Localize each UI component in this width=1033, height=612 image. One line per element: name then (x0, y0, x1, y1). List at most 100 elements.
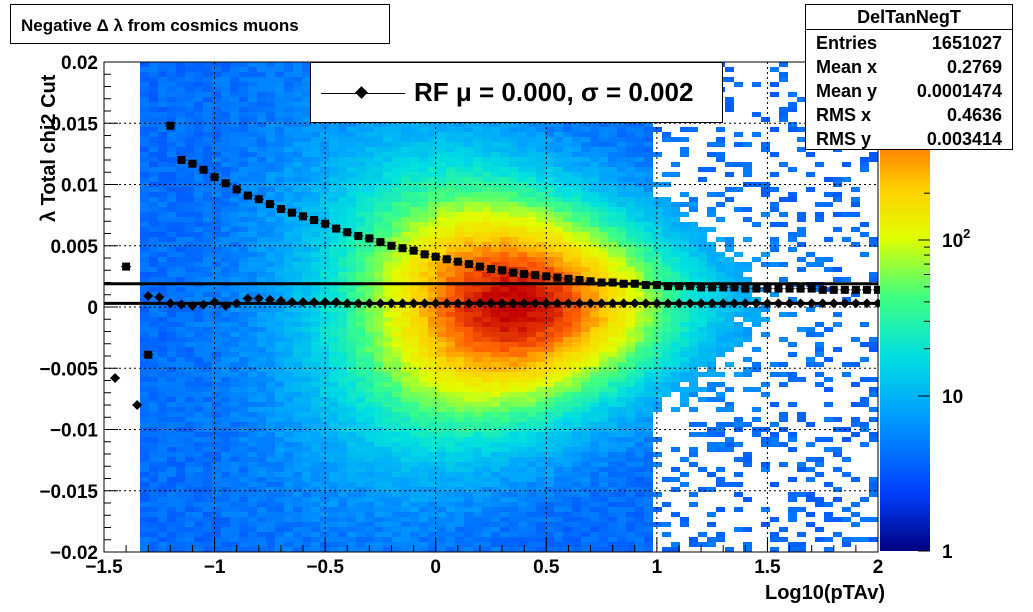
heatmap-cell (428, 422, 437, 427)
heatmap-cell (572, 262, 581, 267)
heatmap-cell (239, 422, 248, 427)
heatmap-cell (536, 487, 545, 492)
heatmap-cell (248, 167, 257, 172)
heatmap-cell (401, 397, 410, 402)
heatmap-cell (167, 492, 176, 497)
heatmap-cell (563, 312, 572, 317)
heatmap-cell (275, 322, 284, 327)
heatmap-cell (329, 332, 338, 337)
heatmap-cell (329, 427, 338, 432)
heatmap-cell (356, 272, 365, 277)
heatmap-cell (518, 332, 527, 337)
heatmap-cell (473, 322, 482, 327)
heatmap-cell (275, 232, 284, 237)
heatmap-cell (293, 382, 302, 387)
heatmap-cell (176, 257, 185, 262)
heatmap-cell (347, 442, 356, 447)
heatmap-cell (239, 317, 248, 322)
heatmap-cell (464, 292, 473, 297)
heatmap-cell (464, 382, 473, 387)
heatmap-cell (392, 222, 401, 227)
heatmap-cell (401, 322, 410, 327)
heatmap-cell (212, 247, 221, 252)
heatmap-cell (455, 537, 464, 542)
heatmap-cell (527, 447, 536, 452)
heatmap-cell (275, 122, 284, 127)
heatmap-cell (464, 487, 473, 492)
heatmap-cell (158, 467, 167, 472)
heatmap-cell (149, 122, 158, 127)
heatmap-cell (266, 117, 275, 122)
heatmap-cell (257, 162, 266, 167)
heatmap-cell (401, 132, 410, 137)
heatmap-cell (293, 227, 302, 232)
heatmap-cell (518, 177, 527, 182)
heatmap-cell (284, 542, 293, 547)
heatmap-cell (167, 497, 176, 502)
heatmap-cell (293, 182, 302, 187)
heatmap-cell (149, 352, 158, 357)
heatmap-cell (221, 347, 230, 352)
heatmap-cell (554, 292, 563, 297)
heatmap-cell (482, 167, 491, 172)
heatmap-cell (491, 287, 500, 292)
heatmap-cell (428, 462, 437, 467)
heatmap-cell (302, 152, 311, 157)
heatmap-cell (239, 427, 248, 432)
heatmap-cell (212, 72, 221, 77)
heatmap-cell (491, 507, 500, 512)
heatmap-cell (239, 522, 248, 527)
heatmap-cell (149, 312, 158, 317)
heatmap-cell (347, 472, 356, 477)
heatmap-cell (383, 167, 392, 172)
heatmap-cell (329, 222, 338, 227)
heatmap-cell (437, 472, 446, 477)
heatmap-cell (149, 287, 158, 292)
heatmap-cell (302, 112, 311, 117)
heatmap-cell (356, 187, 365, 192)
heatmap-cell (437, 392, 446, 397)
heatmap-cell (248, 252, 257, 257)
heatmap-cell (149, 92, 158, 97)
heatmap-cell (374, 462, 383, 467)
heatmap-cell (527, 127, 536, 132)
heatmap-cell (221, 72, 230, 77)
heatmap-cell (275, 197, 284, 202)
heatmap-cell (581, 447, 590, 452)
heatmap-cell (446, 497, 455, 502)
heatmap-cell (554, 217, 563, 222)
heatmap-cell (563, 497, 572, 502)
heatmap-cell (464, 287, 473, 292)
heatmap-cell (473, 507, 482, 512)
heatmap-cell (455, 277, 464, 282)
heatmap-cell (248, 387, 257, 392)
heatmap-cell (491, 457, 500, 462)
heatmap-cell (392, 432, 401, 437)
heatmap-cell (419, 397, 428, 402)
heatmap-cell (257, 372, 266, 377)
heatmap-cell (338, 502, 347, 507)
heatmap-cell (446, 277, 455, 282)
heatmap-cell (185, 382, 194, 387)
heatmap-cell (248, 142, 257, 147)
heatmap-cell (572, 547, 581, 552)
heatmap-cell (158, 182, 167, 187)
heatmap-cell (239, 397, 248, 402)
heatmap-cell (311, 457, 320, 462)
heatmap-cell (572, 242, 581, 247)
heatmap-cell (437, 342, 446, 347)
heatmap-cell (320, 362, 329, 367)
heatmap-cell (293, 542, 302, 547)
heatmap-cell (203, 387, 212, 392)
heatmap-cell (554, 457, 563, 462)
heatmap-cell (311, 402, 320, 407)
heatmap-cell (347, 517, 356, 522)
heatmap-cell (167, 367, 176, 372)
heatmap-cell (338, 172, 347, 177)
heatmap-cell (167, 92, 176, 97)
heatmap-cell (572, 127, 581, 132)
heatmap-cell (293, 467, 302, 472)
heatmap-cell (401, 307, 410, 312)
heatmap-cell (230, 167, 239, 172)
heatmap-cell (149, 317, 158, 322)
